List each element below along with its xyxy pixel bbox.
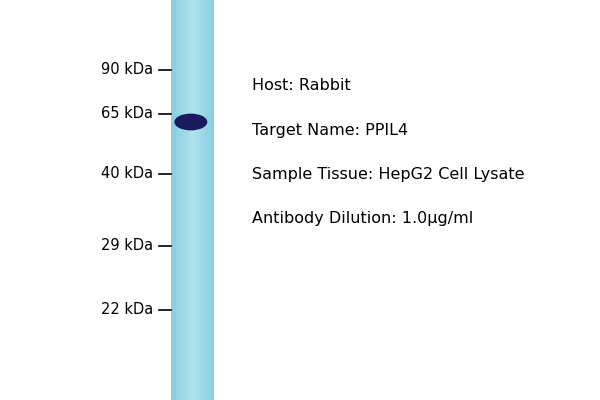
Ellipse shape <box>175 114 208 130</box>
Text: 22 kDa: 22 kDa <box>101 302 153 318</box>
Text: 29 kDa: 29 kDa <box>101 238 153 254</box>
Text: Sample Tissue: HepG2 Cell Lysate: Sample Tissue: HepG2 Cell Lysate <box>252 166 524 182</box>
Text: Antibody Dilution: 1.0μg/ml: Antibody Dilution: 1.0μg/ml <box>252 210 473 226</box>
Text: 90 kDa: 90 kDa <box>101 62 153 78</box>
Text: 65 kDa: 65 kDa <box>101 106 153 122</box>
Text: Target Name: PPIL4: Target Name: PPIL4 <box>252 122 408 138</box>
Text: 40 kDa: 40 kDa <box>101 166 153 182</box>
Text: Host: Rabbit: Host: Rabbit <box>252 78 351 94</box>
